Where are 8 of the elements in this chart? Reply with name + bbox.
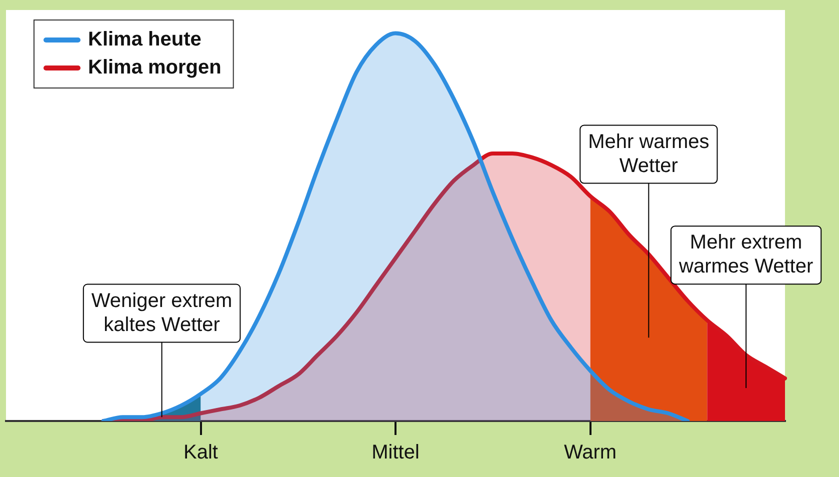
annotation: Mehr extrem warmes Wetter: [678, 232, 814, 278]
legend-label: Klima morgen: [88, 56, 222, 79]
x-tick-label: Mittel: [372, 442, 420, 464]
x-tick-label: Kalt: [184, 442, 218, 464]
annotation: Weniger extrem kaltes Wetter: [91, 290, 232, 336]
annotation: Mehr warmes Wetter: [588, 130, 710, 177]
legend-label: Klima heute: [88, 28, 202, 51]
x-tick-label: Warm: [564, 442, 617, 464]
